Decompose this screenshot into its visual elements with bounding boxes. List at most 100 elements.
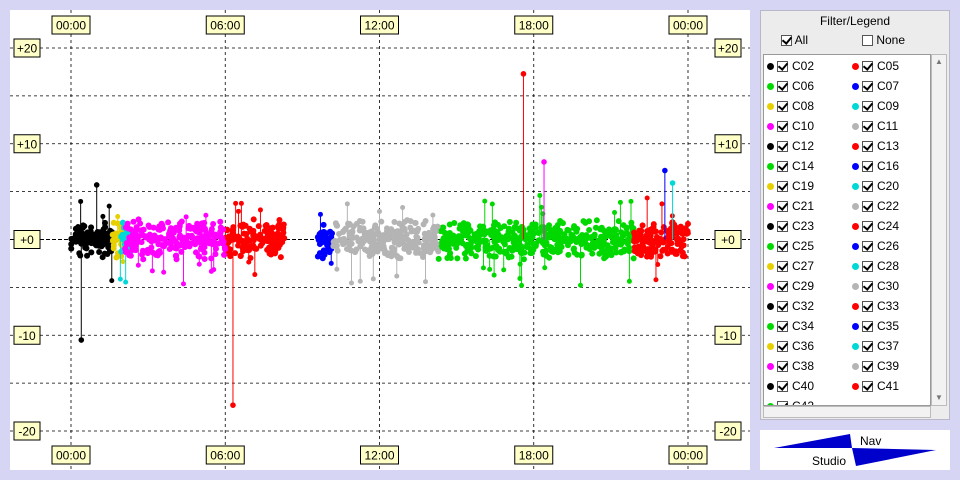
legend-item-c11[interactable]: C11: [852, 116, 898, 136]
legend-item-checkbox[interactable]: [777, 381, 788, 393]
legend-item-checkbox[interactable]: [862, 281, 873, 293]
outlier-point: [541, 159, 547, 165]
data-point: [459, 240, 466, 247]
legend-item-c06[interactable]: C06: [767, 76, 814, 96]
data-point: [495, 232, 502, 239]
legend-item-c28[interactable]: C28: [852, 256, 899, 276]
legend-item-c10[interactable]: C10: [767, 116, 814, 136]
legend-item-checkbox[interactable]: [777, 101, 788, 113]
legend-item-c05[interactable]: C05: [852, 56, 899, 76]
legend-item-checkbox[interactable]: [777, 261, 788, 273]
data-point: [127, 252, 134, 259]
legend-item-checkbox[interactable]: [777, 341, 788, 353]
legend-item-checkbox[interactable]: [777, 361, 788, 373]
legend-item-c35[interactable]: C35: [852, 316, 899, 336]
legend-item-c13[interactable]: C13: [852, 136, 899, 156]
legend-item-c22[interactable]: C22: [852, 196, 899, 216]
data-point: [593, 217, 600, 224]
data-point: [536, 229, 543, 236]
legend-item-checkbox[interactable]: [777, 61, 788, 73]
legend-list[interactable]: C02 C05 C06 C07 C08 C09 C10 C11 C12 C13 C14 C16 C19 C…: [763, 54, 931, 406]
legend-item-checkbox[interactable]: [777, 401, 788, 405]
legend-item-c14[interactable]: C14: [767, 156, 814, 176]
data-point: [232, 250, 239, 257]
legend-item-c41[interactable]: C41: [852, 376, 899, 396]
all-toggle[interactable]: All: [781, 33, 808, 47]
legend-item-c37[interactable]: C37: [852, 336, 899, 356]
legend-item-c08[interactable]: C08: [767, 96, 814, 116]
series-color-dot-icon: [767, 343, 774, 351]
legend-item-c12[interactable]: C12: [767, 136, 814, 156]
data-point: [191, 226, 198, 233]
legend-item-checkbox[interactable]: [862, 341, 873, 353]
legend-item-c33[interactable]: C33: [852, 296, 899, 316]
data-point: [601, 255, 608, 262]
scroll-up-arrow-icon[interactable]: ▲: [935, 57, 943, 66]
legend-item-c36[interactable]: C36: [767, 336, 814, 356]
legend-item-c26[interactable]: C26: [852, 236, 899, 256]
legend-item-label: C10: [792, 119, 815, 133]
legend-item-c34[interactable]: C34: [767, 316, 814, 336]
legend-item-c16[interactable]: C16: [852, 156, 899, 176]
series-color-dot-icon: [767, 123, 774, 131]
data-point: [625, 237, 632, 244]
none-checkbox[interactable]: [862, 35, 873, 47]
legend-vertical-scrollbar[interactable]: ▲ ▼: [931, 54, 947, 406]
none-toggle[interactable]: None: [862, 33, 905, 47]
legend-item-checkbox[interactable]: [777, 301, 788, 313]
legend-item-c40[interactable]: C40: [767, 376, 814, 396]
legend-item-c20[interactable]: C20: [852, 176, 899, 196]
legend-horizontal-scrollbar[interactable]: [763, 406, 931, 418]
legend-item-checkbox[interactable]: [862, 241, 873, 253]
spike-point: [519, 282, 525, 288]
legend-item-checkbox[interactable]: [777, 201, 788, 213]
legend-item-checkbox[interactable]: [862, 261, 873, 273]
legend-item-checkbox[interactable]: [862, 381, 873, 393]
legend-item-c09[interactable]: C09: [852, 96, 899, 116]
legend-item-checkbox[interactable]: [862, 141, 873, 153]
legend-item-checkbox[interactable]: [777, 121, 788, 133]
legend-item-checkbox[interactable]: [777, 141, 788, 153]
legend-item-c21[interactable]: C21: [767, 196, 814, 216]
legend-item-checkbox[interactable]: [777, 221, 788, 233]
legend-item-checkbox[interactable]: [862, 201, 873, 213]
legend-item-c39[interactable]: C39: [852, 356, 899, 376]
legend-item-checkbox[interactable]: [862, 361, 873, 373]
legend-item-checkbox[interactable]: [777, 321, 788, 333]
data-point: [119, 231, 126, 238]
legend-item-label: C20: [877, 179, 900, 193]
legend-item-checkbox[interactable]: [862, 221, 873, 233]
legend-item-checkbox[interactable]: [777, 81, 788, 93]
y-tick-label-right-box: [714, 421, 742, 441]
legend-item-checkbox[interactable]: [777, 241, 788, 253]
legend-item-checkbox[interactable]: [862, 161, 873, 173]
legend-item-c38[interactable]: C38: [767, 356, 814, 376]
legend-item-c42[interactable]: C42: [767, 396, 814, 405]
legend-item-c29[interactable]: C29: [767, 276, 814, 296]
legend-item-c25[interactable]: C25: [767, 236, 814, 256]
scroll-down-arrow-icon[interactable]: ▼: [935, 393, 943, 402]
legend-item-checkbox[interactable]: [777, 161, 788, 173]
legend-item-checkbox[interactable]: [862, 101, 873, 113]
data-point: [573, 238, 580, 245]
legend-item-checkbox[interactable]: [862, 321, 873, 333]
legend-item-checkbox[interactable]: [862, 301, 873, 313]
legend-item-c32[interactable]: C32: [767, 296, 814, 316]
legend-item-c19[interactable]: C19: [767, 176, 814, 196]
data-point: [601, 250, 608, 257]
legend-item-checkbox[interactable]: [862, 181, 873, 193]
legend-item-checkbox[interactable]: [777, 281, 788, 293]
legend-item-checkbox[interactable]: [862, 81, 873, 93]
legend-item-c07[interactable]: C07: [852, 76, 899, 96]
all-checkbox[interactable]: [781, 35, 792, 47]
data-point: [446, 230, 453, 237]
legend-item-checkbox[interactable]: [862, 121, 873, 133]
legend-item-c27[interactable]: C27: [767, 256, 814, 276]
legend-item-checkbox[interactable]: [777, 181, 788, 193]
legend-item-c24[interactable]: C24: [852, 216, 899, 236]
legend-item-checkbox[interactable]: [862, 61, 873, 73]
legend-item-c02[interactable]: C02: [767, 56, 814, 76]
legend-item-c23[interactable]: C23: [767, 216, 814, 236]
data-point: [146, 236, 153, 243]
legend-item-c30[interactable]: C30: [852, 276, 899, 296]
